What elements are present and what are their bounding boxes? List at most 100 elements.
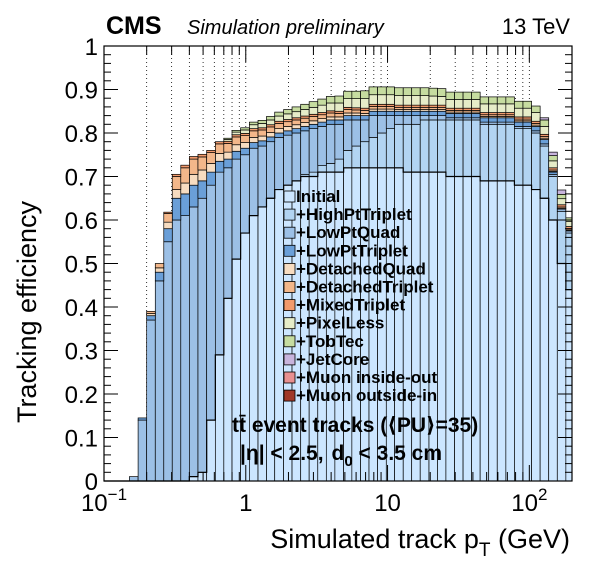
bar-segment (411, 87, 421, 96)
bar-segment (385, 106, 395, 110)
bar-segment (325, 96, 336, 104)
bar-segment (249, 124, 259, 130)
bar-segment (223, 297, 233, 482)
bar-segment (539, 117, 550, 121)
bar-segment (437, 88, 447, 97)
bar-segment (496, 103, 507, 113)
bar-segment (505, 180, 515, 482)
bar-segment (171, 197, 182, 221)
bar-segment (240, 154, 250, 234)
legend-label: +MixedTriplet (296, 296, 405, 315)
bar-segment (394, 95, 404, 106)
bar-segment (249, 137, 259, 143)
bar-segment (317, 165, 327, 173)
bar-segment (146, 319, 156, 482)
bar-segment (479, 123, 490, 182)
bar-segment (351, 109, 361, 114)
bar-segment (419, 115, 430, 121)
bar-segment (496, 180, 507, 482)
bar-segment (291, 111, 302, 119)
bar-segment (522, 107, 532, 118)
bar-segment (471, 113, 481, 119)
bar-segment (240, 129, 250, 134)
bar-segment (249, 142, 259, 149)
bar-segment (146, 311, 156, 314)
y-tick-label: 1 (85, 34, 98, 61)
bar-segment (385, 128, 395, 169)
bar-segment (377, 86, 387, 96)
bar-segment (488, 103, 498, 113)
bar-segment (377, 115, 387, 134)
bar-segment (402, 87, 413, 96)
bar-segment (548, 155, 558, 162)
bar-segment (445, 91, 455, 100)
bar-segment (266, 132, 276, 138)
bar-segment (223, 151, 233, 160)
bar-segment (343, 98, 353, 108)
series--jetcore (539, 117, 567, 195)
bar-segment (522, 100, 532, 109)
bar-segment (197, 153, 208, 158)
bar-segment (274, 115, 285, 122)
initial-step-line (104, 167, 572, 482)
x-tick-label: 1 (239, 490, 252, 517)
bar-segment (454, 99, 464, 109)
bar-segment (189, 158, 199, 175)
bar-segment (189, 206, 199, 478)
legend-swatch (283, 371, 296, 384)
bar-segment (154, 263, 165, 269)
bar-segment (171, 219, 182, 482)
bar-segment (308, 171, 319, 177)
bar-segment (197, 197, 208, 473)
bar-segment (539, 197, 550, 482)
bar-segment (411, 110, 421, 116)
bar-segment (368, 94, 378, 105)
bar-segment (214, 143, 225, 154)
bar-segment (539, 139, 550, 145)
bar-segment (394, 87, 404, 96)
x-tick-label: 10 (374, 490, 401, 517)
legend: Initial+HighPtTriplet+LowPtQuad+LowPtTri… (283, 187, 438, 405)
bar-segment (488, 123, 498, 182)
bar-segment (351, 90, 361, 99)
status-label: Simulation preliminary (187, 17, 385, 39)
bar-segment (360, 98, 370, 109)
legend-swatch (283, 226, 296, 239)
bar-segment (291, 106, 302, 113)
bar-segment (351, 115, 361, 121)
bar-segment (377, 110, 387, 116)
legend-label: +PixelLess (296, 314, 384, 333)
bar-segment (257, 206, 267, 482)
legend-swatch (283, 262, 296, 275)
bar-segment (360, 90, 370, 99)
bar-segment (206, 152, 216, 164)
legend-swatch (283, 317, 296, 330)
bar-segment (154, 267, 165, 273)
bar-segment (419, 95, 430, 106)
bar-segment (325, 163, 336, 173)
bar-segment (197, 471, 208, 482)
bar-segment (206, 163, 216, 173)
bar-segment (531, 105, 541, 113)
bar-segment (539, 145, 550, 199)
bar-segment (360, 110, 370, 114)
bar-segment (291, 128, 302, 134)
bar-segment (556, 263, 567, 482)
legend-label: +DetachedTriplet (296, 278, 434, 297)
legend-label: +LowPtTriplet (296, 241, 408, 260)
bar-segment (377, 94, 387, 105)
bar-segment (471, 99, 481, 109)
bar-segment (231, 131, 241, 136)
bar-segment (163, 228, 173, 243)
bar-segment (249, 130, 259, 138)
legend-label: +LowPtQuad (296, 223, 400, 242)
legend-label: +HighPtTriplet (296, 205, 412, 224)
bar-segment (291, 132, 302, 182)
legend-swatch (283, 389, 296, 402)
bar-segment (274, 137, 285, 190)
bar-segment (274, 111, 285, 117)
bar-segment (360, 115, 370, 121)
y-tick-label: 0.6 (65, 208, 98, 235)
bar-segment (343, 119, 353, 151)
bar-segment (317, 121, 327, 127)
